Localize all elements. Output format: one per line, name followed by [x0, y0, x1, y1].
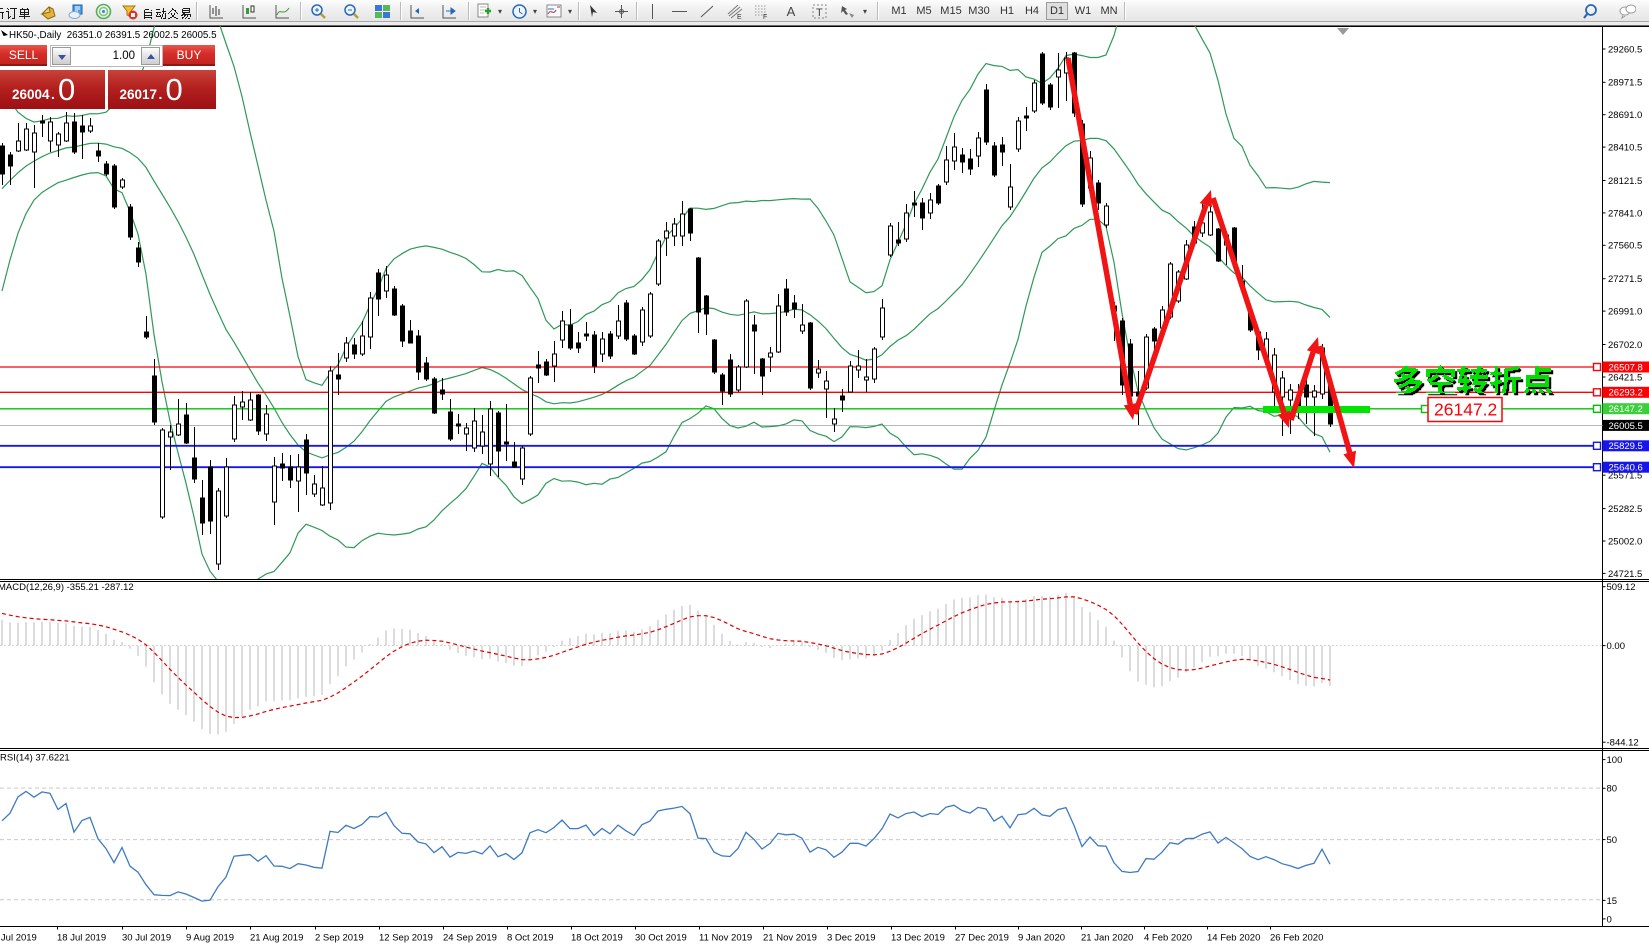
svg-text:27560.5: 27560.5 [1608, 241, 1642, 252]
svg-text:-844.12: -844.12 [1607, 738, 1639, 749]
svg-text:26991.0: 26991.0 [1608, 307, 1642, 318]
svg-text:25829.5: 25829.5 [1609, 441, 1643, 452]
svg-text:9 Aug 2019: 9 Aug 2019 [186, 933, 234, 944]
svg-text:509.12: 509.12 [1607, 582, 1636, 593]
svg-text:0.00: 0.00 [1607, 641, 1626, 652]
svg-text:E: E [737, 14, 742, 20]
svg-text:T: T [816, 7, 823, 19]
svg-text:27 Dec 2019: 27 Dec 2019 [955, 933, 1009, 944]
svg-text:8 Oct 2019: 8 Oct 2019 [507, 933, 553, 944]
svg-text:24721.5: 24721.5 [1608, 569, 1642, 580]
svg-text:27271.5: 27271.5 [1608, 274, 1642, 285]
svg-text:HK50-,Daily 26351.0 26391.5 2: HK50-,Daily 26351.0 26391.5 26002.5 2600… [9, 30, 217, 41]
svg-text:80: 80 [1607, 784, 1618, 795]
svg-text:26005.5: 26005.5 [1609, 421, 1643, 432]
svg-text:28971.5: 28971.5 [1608, 78, 1642, 89]
svg-text:RSI(14) 37.6221: RSI(14) 37.6221 [0, 753, 70, 764]
svg-text:13 Dec 2019: 13 Dec 2019 [891, 933, 945, 944]
svg-text:50: 50 [1607, 835, 1618, 846]
svg-text:28410.5: 28410.5 [1608, 143, 1642, 154]
svg-text:3 Dec 2019: 3 Dec 2019 [827, 933, 876, 944]
svg-text:18 Oct 2019: 18 Oct 2019 [571, 933, 623, 944]
svg-text:0: 0 [1607, 914, 1612, 925]
svg-text:26702.0: 26702.0 [1608, 340, 1642, 351]
svg-text:25640.6: 25640.6 [1609, 463, 1643, 474]
svg-text:21 Aug 2019: 21 Aug 2019 [250, 933, 303, 944]
svg-text:29260.5: 29260.5 [1608, 44, 1642, 55]
svg-text:11 Nov 2019: 11 Nov 2019 [699, 933, 752, 944]
svg-text:30 Oct 2019: 30 Oct 2019 [635, 933, 687, 944]
svg-text:9 Jan 2020: 9 Jan 2020 [1018, 933, 1065, 944]
svg-text:25282.5: 25282.5 [1608, 504, 1642, 515]
svg-text:28691.0: 28691.0 [1608, 110, 1642, 121]
svg-text:MACD(12,26,9) -355.21 -287.12: MACD(12,26,9) -355.21 -287.12 [0, 582, 134, 593]
svg-text:18 Jul 2019: 18 Jul 2019 [57, 933, 106, 944]
svg-text:26 Feb 2020: 26 Feb 2020 [1270, 933, 1323, 944]
svg-text:28121.5: 28121.5 [1608, 176, 1642, 187]
svg-text:24 Sep 2019: 24 Sep 2019 [443, 933, 497, 944]
svg-text:25002.0: 25002.0 [1608, 536, 1642, 547]
svg-text:26293.2: 26293.2 [1609, 388, 1643, 399]
svg-text:21 Jan 2020: 21 Jan 2020 [1081, 933, 1133, 944]
svg-text:26507.8: 26507.8 [1609, 362, 1643, 373]
svg-text:2 Sep 2019: 2 Sep 2019 [315, 933, 364, 944]
svg-text:4 Feb 2020: 4 Feb 2020 [1144, 933, 1192, 944]
svg-text:25571.5: 25571.5 [1608, 471, 1642, 482]
svg-text:14 Feb 2020: 14 Feb 2020 [1207, 933, 1260, 944]
svg-text:15: 15 [1607, 896, 1618, 907]
svg-text:30 Jul 2019: 30 Jul 2019 [122, 933, 171, 944]
svg-text:F: F [763, 14, 767, 20]
svg-text:27841.0: 27841.0 [1608, 208, 1642, 219]
svg-text:26421.5: 26421.5 [1608, 372, 1642, 383]
svg-text:100: 100 [1607, 755, 1623, 766]
svg-text:26147.2: 26147.2 [1434, 400, 1497, 420]
svg-text:21 Nov 2019: 21 Nov 2019 [763, 933, 817, 944]
svg-text:26147.2: 26147.2 [1609, 404, 1643, 415]
svg-text:4 Jul 2019: 4 Jul 2019 [0, 933, 37, 944]
svg-text:12 Sep 2019: 12 Sep 2019 [379, 933, 433, 944]
